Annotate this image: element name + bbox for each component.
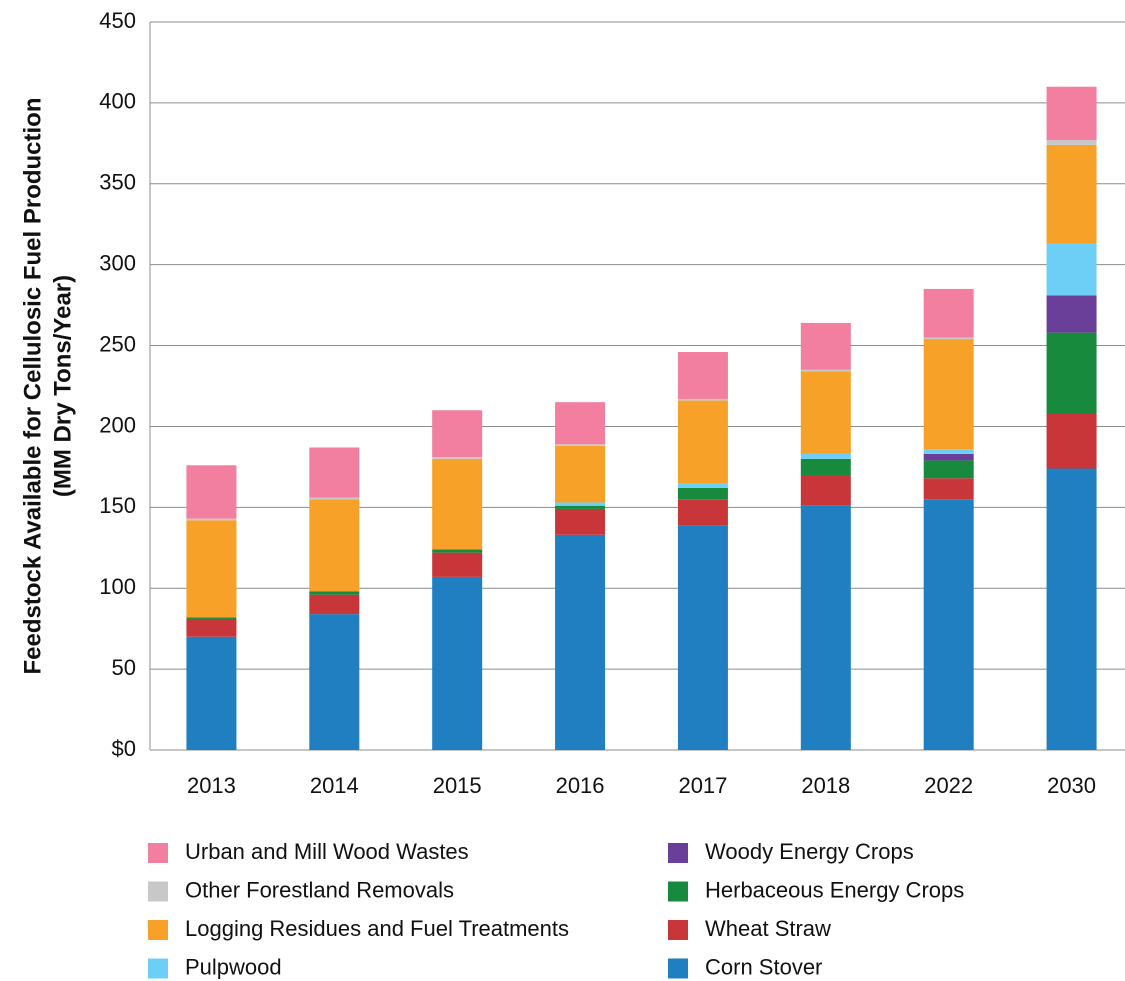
- legend-label: Other Forestland Removals: [185, 877, 454, 902]
- y-tick-label: 350: [99, 170, 136, 195]
- legend-label: Pulpwood: [185, 954, 282, 979]
- bar-segment: [923, 449, 974, 454]
- bar-segment: [923, 337, 974, 340]
- bar-segment: [186, 520, 237, 618]
- legend-label: Herbaceous Energy Crops: [705, 877, 964, 902]
- legend-swatch: [148, 843, 168, 863]
- bar-segment: [186, 617, 237, 619]
- bar-segment: [432, 410, 483, 458]
- bar-segment: [1046, 86, 1097, 141]
- bar-segment: [1046, 295, 1097, 333]
- legend-swatch: [148, 881, 168, 902]
- legend-label: Corn Stover: [705, 954, 822, 979]
- bar-segment: [923, 288, 974, 338]
- legend-label: Logging Residues and Fuel Treatments: [185, 916, 569, 941]
- bar-segment: [555, 402, 606, 445]
- bar-segment: [186, 465, 237, 519]
- x-tick-label: 2018: [801, 773, 850, 798]
- y-tick-label: $0: [112, 736, 136, 761]
- bar-segment: [432, 458, 483, 550]
- bar-segment: [800, 505, 851, 750]
- bar-segment: [432, 457, 483, 459]
- bar-segment: [923, 453, 974, 461]
- legend-swatch: [148, 920, 168, 940]
- bar-segment: [800, 369, 851, 372]
- y-tick-label: 250: [99, 331, 136, 356]
- x-tick-label: 2017: [678, 773, 727, 798]
- bar-segment: [309, 594, 360, 615]
- bar-segment: [555, 444, 606, 446]
- x-tick-label: 2015: [433, 773, 482, 798]
- bar-segment: [309, 497, 360, 500]
- bar-segment: [186, 518, 237, 521]
- bar-segment: [1046, 468, 1097, 750]
- legend-label: Urban and Mill Wood Wastes: [185, 839, 469, 864]
- bar-segment: [1046, 140, 1097, 145]
- y-axis-title-line: Feedstock Available for Cellulosic Fuel …: [19, 97, 46, 674]
- bar-segment: [923, 460, 974, 479]
- bar-segment: [800, 371, 851, 454]
- bar-segment: [923, 499, 974, 750]
- legend-swatch: [668, 920, 688, 940]
- y-tick-label: 200: [99, 412, 136, 437]
- bar-segment: [432, 549, 483, 553]
- bar-segment: [800, 474, 851, 506]
- bar-segment: [1046, 243, 1097, 296]
- bar-segment: [1046, 413, 1097, 469]
- x-tick-label: 2013: [187, 773, 236, 798]
- bar-segment: [555, 445, 606, 503]
- y-tick-label: 400: [99, 89, 136, 114]
- bar-segment: [677, 352, 728, 399]
- bar-segment: [309, 614, 360, 750]
- bar-segment: [677, 400, 728, 484]
- bar-segment: [432, 552, 483, 577]
- bar-segment: [923, 339, 974, 450]
- bar-segment: [186, 618, 237, 637]
- bar-segment: [555, 534, 606, 750]
- y-tick-label: 450: [99, 8, 136, 33]
- bar-segment: [677, 525, 728, 750]
- legend-label: Woody Energy Crops: [705, 839, 914, 864]
- x-tick-label: 2030: [1047, 773, 1096, 798]
- y-tick-label: 50: [112, 655, 136, 680]
- y-tick-label: 150: [99, 493, 136, 518]
- legend-swatch: [668, 881, 688, 902]
- x-tick-label: 2022: [924, 773, 973, 798]
- bar-segment: [1046, 332, 1097, 414]
- legend-swatch: [668, 958, 688, 979]
- bar-segment: [309, 591, 360, 595]
- x-tick-label: 2014: [310, 773, 359, 798]
- bar-segment: [677, 499, 728, 526]
- bar-segment: [677, 483, 728, 488]
- bar-segment: [800, 453, 851, 459]
- bar-segment: [555, 505, 606, 509]
- legend-label: Wheat Straw: [705, 916, 831, 941]
- bar-segment: [555, 502, 606, 506]
- bar-segment: [1046, 144, 1097, 244]
- y-axis-title: Feedstock Available for Cellulosic Fuel …: [19, 97, 76, 674]
- bar-segment: [432, 576, 483, 750]
- bar-segment: [800, 322, 851, 370]
- bar-segment: [309, 499, 360, 592]
- bar-segment: [677, 487, 728, 500]
- y-tick-label: 100: [99, 574, 136, 599]
- bar-segment: [555, 508, 606, 535]
- bar-segment: [800, 458, 851, 475]
- bar-segment: [923, 478, 974, 500]
- bar-segment: [309, 447, 360, 498]
- legend-swatch: [148, 958, 168, 979]
- bar-segment: [186, 636, 237, 750]
- y-tick-label: 300: [99, 250, 136, 275]
- bar-segment: [677, 398, 728, 401]
- y-axis-title-line: (MM Dry Tons/Year): [49, 275, 76, 497]
- x-tick-label: 2016: [556, 773, 605, 798]
- legend-swatch: [668, 843, 688, 863]
